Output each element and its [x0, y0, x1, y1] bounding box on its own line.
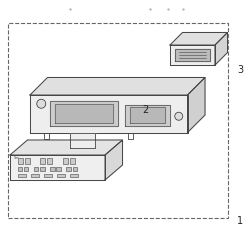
- Bar: [47, 158, 52, 164]
- Polygon shape: [170, 32, 228, 45]
- Bar: [56, 174, 65, 177]
- Bar: [56, 167, 61, 171]
- Bar: [24, 167, 28, 171]
- Bar: [40, 158, 45, 164]
- Bar: [30, 174, 39, 177]
- Bar: [8, 22, 228, 218]
- Polygon shape: [188, 78, 205, 132]
- Text: 3: 3: [237, 65, 243, 75]
- Polygon shape: [215, 32, 228, 65]
- Text: 2: 2: [142, 105, 148, 115]
- Bar: [34, 167, 38, 171]
- Polygon shape: [10, 155, 105, 180]
- Bar: [70, 158, 74, 164]
- Text: 1: 1: [237, 216, 243, 226]
- Polygon shape: [105, 140, 122, 180]
- Bar: [66, 167, 71, 171]
- Bar: [62, 158, 68, 164]
- Bar: [72, 167, 77, 171]
- Polygon shape: [125, 105, 170, 126]
- Circle shape: [37, 99, 46, 108]
- Bar: [18, 174, 26, 177]
- Polygon shape: [170, 45, 215, 65]
- Polygon shape: [30, 78, 205, 95]
- Polygon shape: [55, 104, 112, 122]
- Bar: [24, 158, 29, 164]
- Circle shape: [175, 112, 183, 120]
- Bar: [40, 167, 44, 171]
- Bar: [18, 158, 22, 164]
- Bar: [44, 174, 52, 177]
- Bar: [50, 167, 54, 171]
- Text: Set: Set: [14, 156, 20, 160]
- Polygon shape: [70, 132, 95, 148]
- Polygon shape: [50, 101, 117, 126]
- Polygon shape: [175, 49, 210, 61]
- Bar: [70, 174, 78, 177]
- Bar: [18, 167, 22, 171]
- Polygon shape: [10, 140, 122, 155]
- Polygon shape: [130, 107, 165, 122]
- Polygon shape: [30, 95, 188, 132]
